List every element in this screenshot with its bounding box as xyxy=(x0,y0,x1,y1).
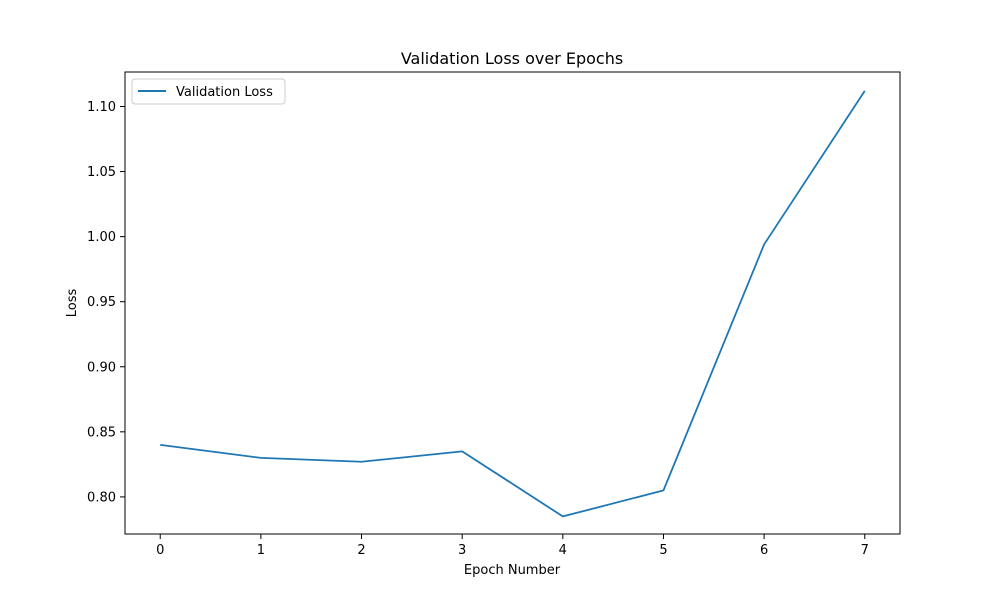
x-axis: 0 1 2 3 4 5 6 7 xyxy=(156,534,869,558)
y-tick-label: 0.90 xyxy=(87,360,116,375)
y-tick-label: 0.80 xyxy=(87,490,116,505)
y-tick-label: 0.95 xyxy=(87,295,116,310)
series-line-validation-loss xyxy=(160,90,866,518)
y-axis-label: Loss xyxy=(65,289,80,318)
legend-label: Validation Loss xyxy=(176,85,273,100)
y-tick-label: 1.05 xyxy=(87,165,116,180)
x-tick-label: 2 xyxy=(357,543,365,558)
y-tick-label: 0.85 xyxy=(87,425,116,440)
y-tick-label: 1.00 xyxy=(87,230,116,245)
x-tick-label: 6 xyxy=(760,543,768,558)
x-tick-label: 0 xyxy=(156,543,164,558)
legend-box xyxy=(131,78,286,105)
chart-title: Validation Loss over Epochs xyxy=(401,49,623,68)
y-tick-label: 1.10 xyxy=(87,100,116,115)
x-axis-label: Epoch Number xyxy=(464,563,561,578)
x-tick-label: 3 xyxy=(458,543,466,558)
x-tick-label: 1 xyxy=(257,543,265,558)
x-tick-label: 4 xyxy=(559,543,567,558)
series-group xyxy=(160,90,866,518)
x-tick-label: 7 xyxy=(861,543,869,558)
x-tick-label: 5 xyxy=(659,543,667,558)
plot-area-frame xyxy=(124,71,901,535)
y-axis: 0.80 0.85 0.90 0.95 1.00 1.05 1.10 xyxy=(87,100,125,505)
legend: Validation Loss xyxy=(131,78,286,105)
